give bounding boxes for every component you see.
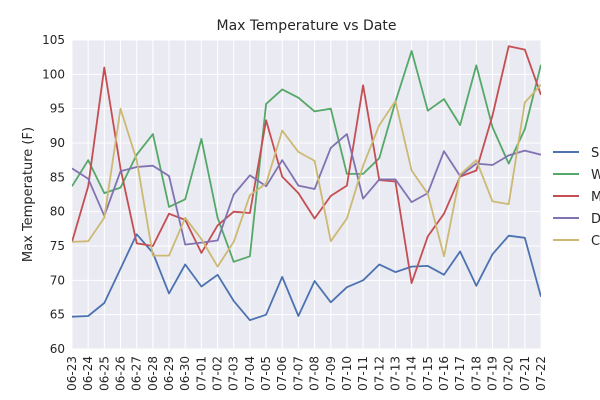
- x-tick-label: 07-06: [275, 356, 289, 391]
- x-tick-label: 07-05: [259, 356, 273, 391]
- x-tick-label: 07-03: [227, 356, 241, 391]
- y-tick-label: 90: [50, 136, 65, 150]
- x-tick-label: 06-24: [81, 356, 95, 391]
- legend-label: C: [591, 234, 600, 249]
- series-line-w: [72, 50, 541, 263]
- x-tick-label: 07-17: [453, 356, 467, 391]
- x-tick-label: 06-23: [65, 356, 79, 391]
- x-tick-label: 06-29: [162, 356, 176, 391]
- legend-label: S: [591, 146, 599, 161]
- y-tick-label: 85: [50, 170, 65, 184]
- x-tick-label: 07-22: [534, 356, 548, 391]
- y-tick-label: 80: [50, 205, 65, 219]
- legend-label: M: [591, 190, 600, 205]
- x-tick-label: 07-13: [388, 356, 402, 391]
- series-line-s: [72, 233, 541, 322]
- x-tick-label: 07-16: [437, 356, 451, 391]
- legend-label: D: [591, 212, 600, 227]
- y-tick-label: 65: [50, 308, 65, 322]
- x-tick-label: 07-02: [211, 356, 225, 391]
- y-tick-label: 100: [42, 67, 65, 81]
- x-tick-label: 07-15: [421, 356, 435, 391]
- x-tick-label: 06-28: [146, 356, 160, 391]
- y-axis-label: Max Temperature (F): [21, 127, 36, 262]
- x-tick-label: 07-10: [340, 356, 354, 391]
- x-tick-label: 07-14: [405, 356, 419, 391]
- x-tick-label: 07-09: [324, 356, 338, 391]
- x-tick-label: 07-20: [502, 356, 516, 391]
- x-tick-label: 06-30: [178, 356, 192, 391]
- legend-label: W: [591, 168, 600, 183]
- x-tick-label: 07-18: [469, 356, 483, 391]
- x-tick-label: 07-01: [194, 356, 208, 391]
- x-tick-label: 07-19: [485, 356, 499, 391]
- y-tick-label: 75: [50, 239, 65, 253]
- x-tick-label: 06-25: [97, 356, 111, 391]
- series-line-c: [72, 83, 541, 268]
- y-tick-label: 70: [50, 273, 65, 287]
- x-tick-label: 07-08: [308, 356, 322, 391]
- x-tick-label: 07-12: [372, 356, 386, 391]
- x-tick-label: 07-11: [356, 356, 370, 391]
- x-tick-label: 07-04: [243, 356, 257, 391]
- y-tick-label: 105: [42, 33, 65, 47]
- y-tick-label: 60: [50, 342, 65, 356]
- x-tick-label: 07-07: [291, 356, 305, 391]
- series-line-m: [72, 45, 541, 285]
- x-tick-label: 06-26: [114, 356, 128, 391]
- x-tick-label: 07-21: [518, 356, 532, 391]
- x-tick-label: 06-27: [130, 356, 144, 391]
- series-line-d: [72, 133, 541, 246]
- y-tick-label: 95: [50, 102, 65, 116]
- chart-title: Max Temperature vs Date: [216, 18, 396, 34]
